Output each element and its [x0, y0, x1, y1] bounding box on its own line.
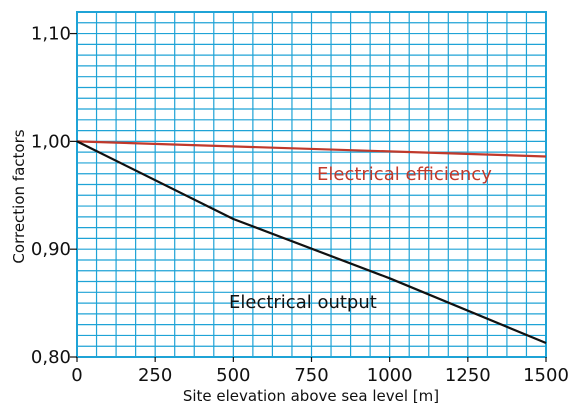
x-tick-label: 1250 — [445, 365, 491, 386]
series-label-electrical-output: Electrical output — [229, 292, 377, 313]
y-tick-label: 0,90 — [31, 239, 71, 260]
y-tick-label: 1,00 — [31, 131, 71, 152]
x-tick-label: 750 — [294, 365, 328, 386]
x-axis-label: Site elevation above sea level [m] — [183, 387, 439, 405]
series-label-electrical-efficiency: Electrical efficiency — [317, 164, 492, 185]
x-tick-label: 0 — [71, 365, 82, 386]
series-lines — [76, 140, 547, 345]
series-line-electrical-output — [76, 140, 547, 345]
y-axis-label: Correction factors — [10, 129, 28, 263]
tick-labels: 0,80 0,90 1,00 1,10 0 250 500 750 1000 1250 1500 — [31, 24, 569, 386]
y-tick-label: 1,10 — [31, 24, 71, 45]
x-tick-label: 1500 — [523, 365, 569, 386]
y-tick-label: 0,80 — [31, 347, 71, 368]
x-tick-label: 500 — [216, 365, 250, 386]
series-line-electrical-efficiency — [76, 140, 547, 158]
x-tick-label: 250 — [138, 365, 172, 386]
x-tick-label: 1000 — [367, 365, 413, 386]
grid-lines — [76, 11, 547, 358]
